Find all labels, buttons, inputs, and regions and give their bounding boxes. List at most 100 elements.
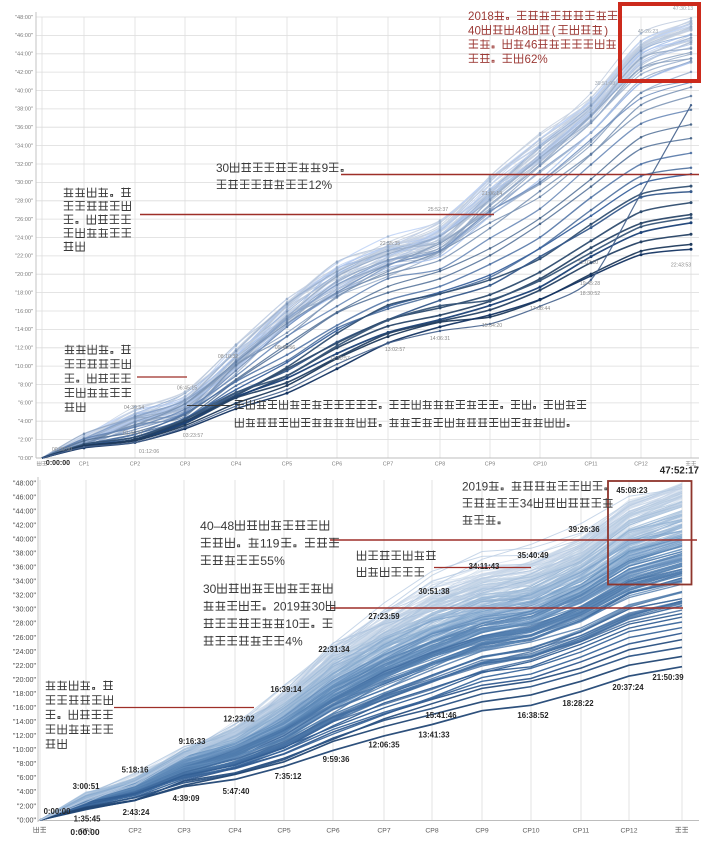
svg-text:"40:00": "40:00" bbox=[13, 535, 37, 544]
svg-text:"26:00": "26:00" bbox=[13, 633, 37, 642]
svg-text:39:51:08: 39:51:08 bbox=[595, 81, 615, 87]
svg-text:18:28:22: 18:28:22 bbox=[562, 699, 594, 708]
svg-text:9:16:33: 9:16:33 bbox=[179, 737, 207, 746]
svg-text:14:06:31: 14:06:31 bbox=[430, 336, 450, 342]
svg-text:47:52:17: 47:52:17 bbox=[660, 466, 700, 477]
svg-text:"26:00": "26:00" bbox=[15, 217, 33, 223]
svg-text:"8:00": "8:00" bbox=[18, 382, 33, 388]
svg-text:"16:00": "16:00" bbox=[15, 309, 33, 315]
svg-text:45:08:23: 45:08:23 bbox=[616, 486, 648, 495]
svg-text:"8:00": "8:00" bbox=[17, 759, 37, 768]
svg-text:40–48: 40–48 bbox=[200, 519, 234, 533]
svg-text:CP8: CP8 bbox=[435, 462, 446, 468]
svg-text:12:23:02: 12:23:02 bbox=[223, 715, 255, 724]
svg-text:2019: 2019 bbox=[462, 480, 488, 494]
svg-text:00:00:00: 00:00:00 bbox=[52, 447, 72, 453]
svg-text:"10:00": "10:00" bbox=[15, 364, 33, 370]
svg-text:"48:00": "48:00" bbox=[15, 15, 33, 21]
svg-text:"20:00": "20:00" bbox=[15, 272, 33, 278]
svg-text:2:43:24: 2:43:24 bbox=[123, 808, 151, 817]
svg-text:27:23:59: 27:23:59 bbox=[368, 612, 400, 621]
svg-text:"42:00": "42:00" bbox=[15, 70, 33, 76]
svg-text:22:02:10: 22:02:10 bbox=[578, 260, 598, 266]
svg-text:"18:00": "18:00" bbox=[13, 689, 37, 698]
svg-text:CP4: CP4 bbox=[228, 828, 241, 835]
svg-text:CP7: CP7 bbox=[377, 828, 390, 835]
svg-text:CP7: CP7 bbox=[383, 462, 394, 468]
svg-text:9: 9 bbox=[322, 161, 329, 175]
svg-text:62%: 62% bbox=[525, 53, 548, 66]
svg-text:CP6: CP6 bbox=[332, 462, 343, 468]
svg-text:"40:00": "40:00" bbox=[15, 88, 33, 94]
svg-text:CP9: CP9 bbox=[485, 462, 496, 468]
svg-text:"28:00": "28:00" bbox=[13, 619, 37, 628]
svg-text:"14:00": "14:00" bbox=[13, 717, 37, 726]
svg-text:09:45:56: 09:45:56 bbox=[275, 345, 295, 351]
svg-text:25:52:37: 25:52:37 bbox=[428, 207, 448, 213]
svg-text:"6:00": "6:00" bbox=[17, 773, 37, 782]
svg-text:34:11:43: 34:11:43 bbox=[469, 562, 500, 571]
svg-text:03:23:57: 03:23:57 bbox=[183, 433, 203, 439]
svg-text:CP4: CP4 bbox=[231, 462, 242, 468]
svg-text:(: ( bbox=[552, 24, 556, 37]
svg-text:01:44:47: 01:44:47 bbox=[123, 431, 143, 437]
svg-text:CP1: CP1 bbox=[79, 828, 92, 835]
svg-text:9:59:36: 9:59:36 bbox=[323, 755, 351, 764]
svg-text:CP6: CP6 bbox=[326, 828, 339, 835]
svg-text:3:00:51: 3:00:51 bbox=[73, 782, 101, 791]
svg-text:"34:00": "34:00" bbox=[13, 577, 37, 586]
svg-text:20:37:24: 20:37:24 bbox=[612, 683, 644, 692]
svg-text:12%: 12% bbox=[309, 178, 333, 192]
svg-text:CP12: CP12 bbox=[634, 462, 648, 468]
svg-text:1:35:45: 1:35:45 bbox=[74, 815, 102, 824]
svg-text:40: 40 bbox=[468, 24, 481, 37]
svg-text:CP5: CP5 bbox=[282, 462, 293, 468]
svg-text:0:00:00: 0:00:00 bbox=[44, 807, 72, 816]
svg-text:CP10: CP10 bbox=[533, 462, 547, 468]
svg-text:16:38:52: 16:38:52 bbox=[517, 711, 549, 720]
svg-text:CP12: CP12 bbox=[620, 828, 637, 835]
svg-text:CP2: CP2 bbox=[130, 462, 141, 468]
svg-text:CP8: CP8 bbox=[425, 828, 438, 835]
svg-text:47:30:13: 47:30:13 bbox=[673, 6, 693, 12]
svg-text:15:04:20: 15:04:20 bbox=[482, 323, 502, 329]
svg-text:"4:00": "4:00" bbox=[18, 419, 33, 425]
svg-text:"24:00": "24:00" bbox=[13, 647, 37, 656]
svg-text:30: 30 bbox=[216, 161, 230, 175]
svg-text:CP5: CP5 bbox=[277, 828, 290, 835]
svg-text:30: 30 bbox=[203, 582, 217, 596]
svg-text:): ) bbox=[604, 24, 608, 37]
svg-text:"24:00": "24:00" bbox=[15, 235, 33, 241]
svg-text:08:10:32: 08:10:32 bbox=[218, 354, 238, 360]
svg-text:22:55:35: 22:55:35 bbox=[380, 241, 400, 247]
svg-text:"0:00": "0:00" bbox=[17, 815, 37, 824]
svg-text:45:26:23: 45:26:23 bbox=[638, 29, 658, 35]
svg-text:06:45:15: 06:45:15 bbox=[177, 386, 197, 392]
svg-text:12:06:35: 12:06:35 bbox=[368, 741, 400, 750]
svg-text:22:31:34: 22:31:34 bbox=[318, 645, 350, 654]
svg-text:"28:00": "28:00" bbox=[15, 199, 33, 205]
svg-text:"36:00": "36:00" bbox=[15, 125, 33, 131]
svg-text:55%: 55% bbox=[260, 554, 285, 568]
svg-text:CP3: CP3 bbox=[180, 462, 191, 468]
svg-text:34: 34 bbox=[520, 497, 534, 511]
svg-text:2018: 2018 bbox=[468, 10, 494, 23]
svg-text:"12:00": "12:00" bbox=[13, 731, 37, 740]
svg-text:"4:00": "4:00" bbox=[17, 787, 37, 796]
svg-text:30:51:38: 30:51:38 bbox=[418, 587, 450, 596]
svg-text:0:00:00: 0:00:00 bbox=[70, 827, 100, 837]
svg-text:"30:00": "30:00" bbox=[15, 180, 33, 186]
svg-text:2019: 2019 bbox=[273, 600, 300, 614]
svg-text:22:43:53: 22:43:53 bbox=[671, 263, 691, 269]
svg-text:"42:00": "42:00" bbox=[13, 520, 37, 529]
svg-text:4:39:09: 4:39:09 bbox=[173, 794, 201, 803]
svg-text:"16:00": "16:00" bbox=[13, 703, 37, 712]
svg-text:119: 119 bbox=[260, 537, 280, 551]
svg-text:30: 30 bbox=[312, 600, 326, 614]
svg-text:"14:00": "14:00" bbox=[15, 327, 33, 333]
svg-text:7:35:12: 7:35:12 bbox=[275, 772, 303, 781]
svg-text:"10:00": "10:00" bbox=[13, 745, 37, 754]
svg-text:CP1: CP1 bbox=[79, 462, 90, 468]
svg-text:"44:00": "44:00" bbox=[15, 52, 33, 58]
svg-text:"2:00": "2:00" bbox=[17, 801, 37, 810]
